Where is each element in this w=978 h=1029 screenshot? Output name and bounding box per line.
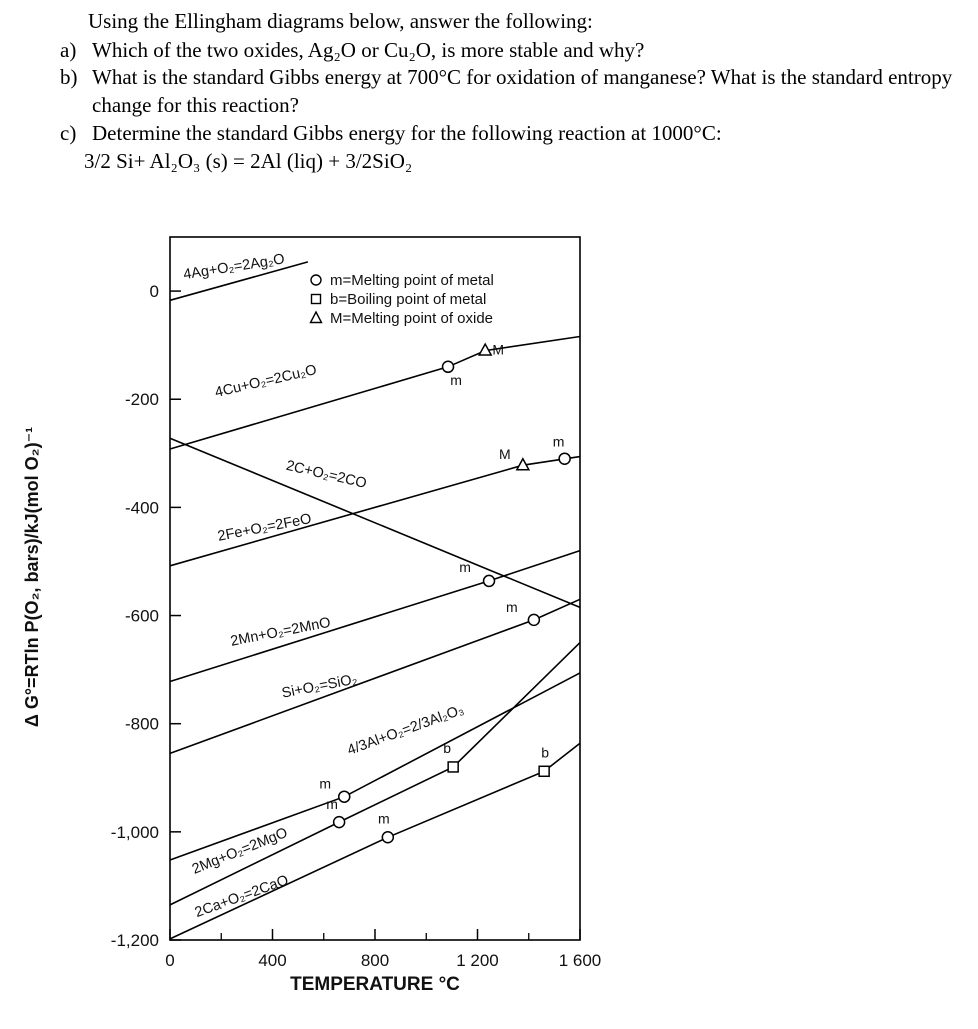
melting-point-marker xyxy=(482,574,496,588)
series-line xyxy=(169,455,581,567)
item-text-b: What is the standard Gibbs energy at 700… xyxy=(92,65,953,118)
marker-letter: m xyxy=(459,559,471,575)
melting-point-marker xyxy=(527,613,541,627)
oxide-melting-marker xyxy=(477,342,493,356)
legend-square-icon xyxy=(310,293,322,305)
marker-letter: b xyxy=(541,744,549,760)
x-tick-label: 0 xyxy=(165,951,174,970)
melting-point-marker xyxy=(332,815,346,829)
series-label: 2C+O₂=2CO xyxy=(284,458,368,492)
legend-circle-icon xyxy=(310,274,322,286)
x-tick-label: 1 200 xyxy=(456,951,499,970)
axes: 0 -200 -400 -600 -800 -1,000 -1,200 0 400 800 1 20… xyxy=(22,236,602,995)
marker-letter: m xyxy=(553,434,565,450)
x-tick-label: 800 xyxy=(361,951,389,970)
legend-label: b=Boiling point of metal xyxy=(330,291,486,308)
melting-point-marker xyxy=(381,831,395,844)
item-marker-c: c) xyxy=(60,120,77,145)
series-line xyxy=(169,742,581,940)
series-label: 4Cu+O₂=2Cu₂O xyxy=(213,362,318,401)
question-item-a: a) Which of the two oxides, Ag₂O or Cu₂O… xyxy=(60,37,964,65)
series-label: 2Ca+O₂=2CaO xyxy=(193,872,291,921)
ellingham-diagram: 0 -200 -400 -600 -800 -1,000 -1,200 0 400 800 1 20… xyxy=(22,236,602,995)
melting-point-marker xyxy=(338,790,351,803)
series-line xyxy=(169,672,581,861)
series-label: 4Ag+O₂=2Ag₂O xyxy=(182,251,286,283)
reaction-lines: 4Ag+O₂=2Ag₂O 4Cu+O₂=2Cu₂O 2C+O₂=2CO 2Fe+O₂=… xyxy=(169,251,581,940)
marker-letter: M xyxy=(499,446,511,462)
item-marker-b: b) xyxy=(60,65,78,90)
question-item-c: c) Determine the standard Gibbs energy f… xyxy=(60,120,964,148)
series-label: 2Fe+O₂=2FeO xyxy=(216,511,312,545)
marker-letter: m xyxy=(378,810,390,826)
melting-point-marker xyxy=(441,360,455,374)
series-line xyxy=(169,642,581,906)
item-marker-a: a) xyxy=(60,37,77,62)
marker-letter: m xyxy=(506,599,518,615)
oxide-melting-marker xyxy=(515,457,531,471)
marker-letter: m xyxy=(319,776,331,792)
series-line xyxy=(169,549,581,683)
question-intro: Using the Ellingham diagrams below, answ… xyxy=(88,9,593,33)
marker-letter: m xyxy=(450,372,462,388)
x-axis-title: TEMPERATURE °C xyxy=(290,974,460,995)
legend-triangle-icon xyxy=(309,310,323,324)
legend: m=Melting point of metal b=Boiling point … xyxy=(309,272,494,327)
item-text-c: Determine the standard Gibbs energy for … xyxy=(92,120,722,145)
x-tick-label: 400 xyxy=(258,951,286,970)
series-label: 2Mn+O₂=2MnO xyxy=(229,615,332,650)
question-item-b: b) What is the standard Gibbs energy at … xyxy=(60,64,964,119)
series-label: Si+O₂=SiO₂ xyxy=(280,671,358,701)
boiling-point-marker xyxy=(447,761,459,773)
legend-label: M=Melting point of oxide xyxy=(330,310,493,327)
x-tick-label: 1 600 xyxy=(559,951,602,970)
y-tick-label: -400 xyxy=(125,498,159,517)
y-tick-label: -1,200 xyxy=(111,931,159,950)
series-line xyxy=(169,335,581,450)
boiling-point-marker xyxy=(538,765,550,778)
series-line xyxy=(169,261,309,302)
item-text-a: Which of the two oxides, Ag₂O or Cu₂O, i… xyxy=(92,37,645,62)
legend-label: m=Melting point of metal xyxy=(330,272,494,289)
y-tick-label: -1,000 xyxy=(111,823,159,842)
marker-letter: M xyxy=(492,342,504,358)
melting-point-marker xyxy=(558,452,571,465)
y-axis-title: Δ G°=RTln P(O₂, bars)/kJ(mol O₂)⁻¹ xyxy=(22,427,42,727)
question-block: Using the Ellingham diagrams below, answ… xyxy=(0,0,978,225)
y-tick-label: -600 xyxy=(125,607,159,626)
marker-letter: m xyxy=(326,796,338,812)
y-tick-label: -800 xyxy=(125,715,159,734)
marker-letter: b xyxy=(443,740,451,756)
series-line xyxy=(169,598,581,755)
y-tick-label: 0 xyxy=(150,282,159,301)
y-tick-label: -200 xyxy=(125,390,159,409)
series-line xyxy=(169,437,581,609)
reaction-equation: 3/2 Si+ Al₂O₃ (s) = 2Al (liq) + 3/2SiO₂ xyxy=(84,148,413,173)
